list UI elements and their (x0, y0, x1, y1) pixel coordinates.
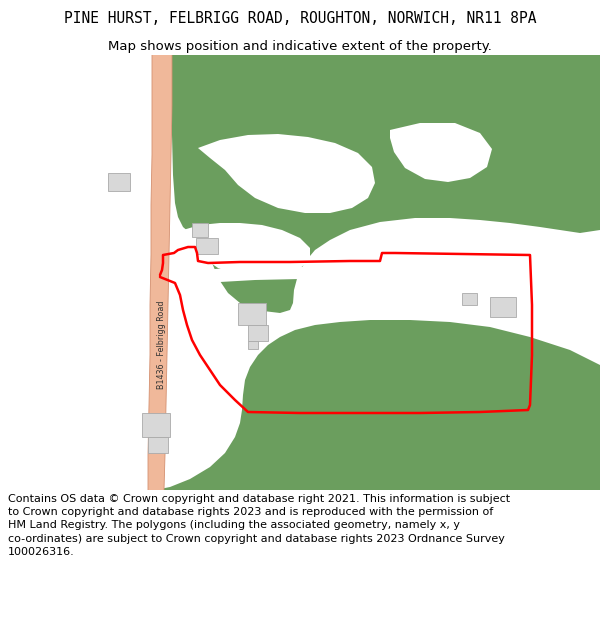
Text: Contains OS data © Crown copyright and database right 2021. This information is : Contains OS data © Crown copyright and d… (8, 494, 510, 557)
Polygon shape (198, 134, 375, 213)
Polygon shape (172, 55, 600, 313)
Bar (192, 223, 208, 237)
Bar (196, 238, 218, 254)
Bar (248, 341, 258, 349)
Bar (108, 173, 130, 191)
Polygon shape (148, 55, 172, 490)
Polygon shape (188, 287, 228, 355)
Polygon shape (390, 123, 492, 182)
Polygon shape (173, 370, 228, 391)
Polygon shape (140, 320, 600, 490)
Polygon shape (183, 267, 530, 287)
Text: Map shows position and indicative extent of the property.: Map shows position and indicative extent… (108, 39, 492, 52)
Bar (238, 303, 266, 325)
Bar (142, 413, 170, 437)
Bar (462, 293, 477, 305)
Text: PINE HURST, FELBRIGG ROAD, ROUGHTON, NORWICH, NR11 8PA: PINE HURST, FELBRIGG ROAD, ROUGHTON, NOR… (64, 11, 536, 26)
Text: B1436 - Felbrigg Road: B1436 - Felbrigg Road (157, 301, 167, 389)
Bar (490, 297, 516, 317)
Polygon shape (183, 223, 310, 277)
Bar (248, 325, 268, 341)
Bar (148, 437, 168, 453)
